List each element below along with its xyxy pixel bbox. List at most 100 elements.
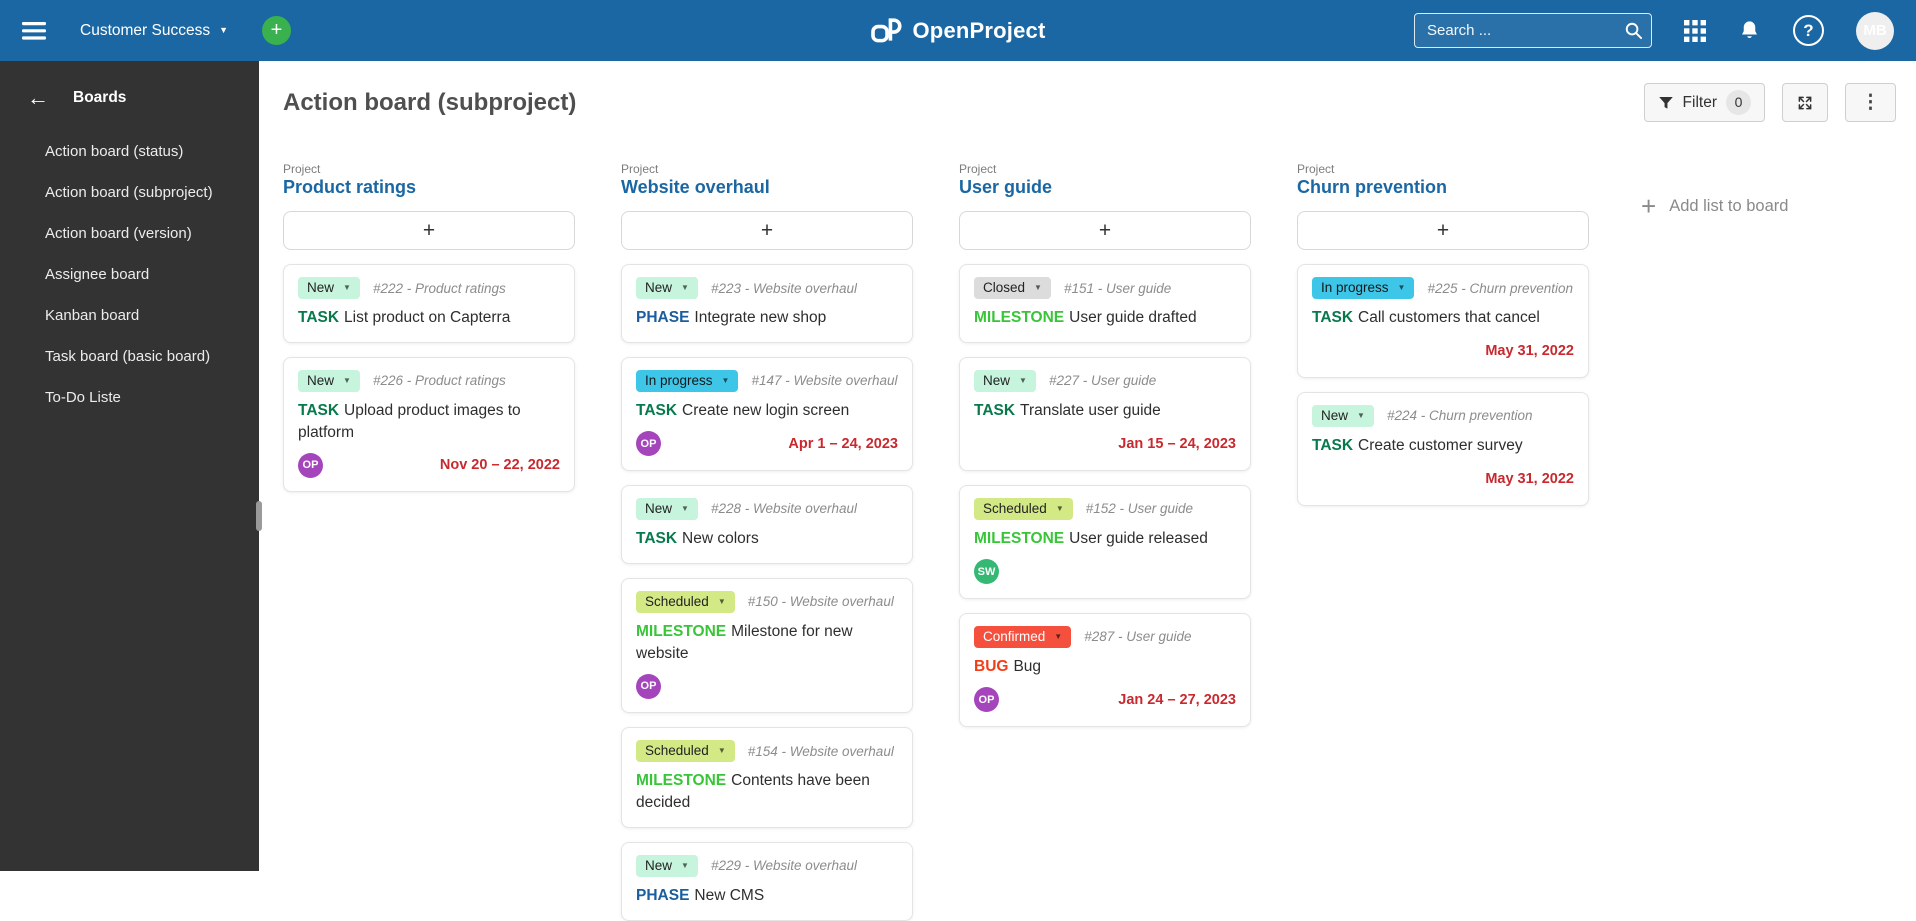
project-selector[interactable]: Customer Success ▼ bbox=[74, 21, 234, 41]
status-chip[interactable]: Confirmed ▼ bbox=[974, 625, 1072, 648]
action-board: Project Product ratings + New ▼ #222 - Produc… bbox=[283, 162, 1896, 921]
work-package-title: New CMS bbox=[694, 886, 765, 904]
chevron-down-icon: ▼ bbox=[717, 746, 726, 756]
status-chip[interactable]: New ▼ bbox=[1312, 404, 1374, 428]
work-package-summary: BUG Bug bbox=[974, 656, 1236, 678]
work-package-card[interactable]: New ▼ #223 - Website overhaul PHASE Integrat… bbox=[621, 264, 913, 343]
card-footer: OP bbox=[636, 673, 898, 699]
work-package-type: TASK bbox=[1312, 437, 1354, 455]
project-selector-label: Customer Success bbox=[80, 21, 211, 39]
add-card-button[interactable]: + bbox=[283, 211, 575, 250]
sidebar-item-kanban-board[interactable]: Kanban board bbox=[45, 307, 140, 324]
work-package-card[interactable]: Closed ▼ #151 - User guide MILESTONE User gu… bbox=[959, 264, 1251, 343]
status-chip[interactable]: Scheduled ▼ bbox=[636, 740, 735, 763]
help-icon[interactable]: ? bbox=[1793, 15, 1824, 46]
work-package-title: Contents have been decided bbox=[636, 772, 870, 812]
card-footer: SW bbox=[974, 559, 1236, 585]
work-package-card[interactable]: New ▼ #226 - Product ratings TASK Upload pro… bbox=[283, 356, 575, 493]
global-add-button[interactable]: + bbox=[262, 16, 291, 45]
status-chip[interactable]: New ▼ bbox=[974, 369, 1036, 393]
more-options-kebab-icon[interactable]: ⋮ bbox=[1845, 83, 1896, 122]
status-label: Closed bbox=[983, 280, 1026, 295]
avatar: SW bbox=[974, 559, 999, 585]
chevron-down-icon: ▼ bbox=[681, 860, 689, 870]
status-chip[interactable]: New ▼ bbox=[636, 854, 698, 877]
column-header: Project User guide bbox=[959, 162, 1251, 198]
work-package-summary: TASK Translate user guide bbox=[974, 400, 1236, 422]
status-chip[interactable]: In progress ▼ bbox=[636, 369, 739, 393]
work-package-summary: TASK New colors bbox=[636, 528, 898, 550]
work-package-summary: TASK Call customers that cancel bbox=[1312, 307, 1574, 329]
modules-grid-icon[interactable] bbox=[1684, 19, 1706, 42]
status-chip[interactable]: In progress ▼ bbox=[1312, 277, 1415, 300]
board-column: Project Website overhaul + New ▼ #223 - Websi… bbox=[621, 162, 913, 921]
status-chip[interactable]: Closed ▼ bbox=[974, 277, 1051, 300]
work-package-card[interactable]: Confirmed ▼ #287 - User guide BUG Bug OP Jan 2… bbox=[959, 612, 1251, 727]
board-toolbar: Filter 0 ⋮ bbox=[1643, 83, 1896, 122]
filter-button[interactable]: Filter 0 bbox=[1643, 83, 1765, 122]
status-chip[interactable]: Scheduled ▼ bbox=[974, 497, 1073, 520]
due-date: Jan 24 – 27, 2023 bbox=[1118, 691, 1236, 708]
user-avatar[interactable]: MB bbox=[1856, 11, 1894, 50]
column-project-link[interactable]: Website overhaul bbox=[621, 177, 770, 197]
work-package-summary: MILESTONE User guide released bbox=[974, 528, 1236, 550]
card-header-row: New ▼ #222 - Product ratings bbox=[298, 277, 560, 300]
chevron-down-icon: ▼ bbox=[1054, 631, 1063, 641]
sidebar-item-todo-liste[interactable]: To-Do Liste bbox=[45, 389, 121, 406]
work-package-card[interactable]: Scheduled ▼ #154 - Website overhaul MILESTO… bbox=[621, 727, 913, 828]
back-arrow-icon[interactable]: ← bbox=[27, 85, 49, 110]
status-chip[interactable]: New ▼ bbox=[636, 497, 698, 520]
work-package-card[interactable]: In progress ▼ #147 - Website overhaul TASK C… bbox=[621, 356, 913, 471]
due-date: Apr 1 – 24, 2023 bbox=[788, 435, 898, 452]
sidebar-item-assignee-board[interactable]: Assignee board bbox=[45, 266, 150, 283]
work-package-card[interactable]: Scheduled ▼ #150 - Website overhaul MILESTO… bbox=[621, 577, 913, 714]
work-package-title: Upload product images to platform bbox=[298, 402, 521, 441]
chevron-down-icon: ▼ bbox=[1357, 410, 1365, 420]
work-package-type: TASK bbox=[636, 402, 678, 420]
status-label: New bbox=[307, 372, 335, 388]
work-package-type: MILESTONE bbox=[974, 529, 1065, 547]
work-package-card[interactable]: Scheduled ▼ #152 - User guide MILESTONE User… bbox=[959, 484, 1251, 599]
card-header-row: New ▼ #224 - Churn prevention bbox=[1312, 404, 1574, 428]
column-project-link[interactable]: User guide bbox=[959, 177, 1053, 197]
work-package-card[interactable]: New ▼ #229 - Website overhaul PHASE New CMS bbox=[621, 841, 913, 921]
card-footer: May 31, 2022 bbox=[1312, 338, 1574, 364]
sidebar-item-action-board-version[interactable]: Action board (version) bbox=[45, 225, 192, 242]
sidebar-item-task-board[interactable]: Task board (basic board) bbox=[45, 348, 211, 365]
add-card-button[interactable]: + bbox=[621, 211, 913, 250]
work-package-card[interactable]: In progress ▼ #225 - Churn prevention TASK C… bbox=[1297, 264, 1589, 378]
sidebar-item-action-board-status[interactable]: Action board (status) bbox=[45, 143, 184, 160]
status-chip[interactable]: New ▼ bbox=[298, 369, 360, 393]
status-chip[interactable]: New ▼ bbox=[636, 277, 698, 300]
status-chip[interactable]: New ▼ bbox=[298, 277, 360, 300]
chevron-down-icon: ▼ bbox=[1034, 283, 1042, 293]
work-package-card[interactable]: New ▼ #227 - User guide TASK Translate user … bbox=[959, 356, 1251, 471]
sidebar-resize-handle[interactable] bbox=[256, 501, 262, 531]
chevron-down-icon: ▼ bbox=[681, 283, 689, 293]
column-header: Project Website overhaul bbox=[621, 162, 913, 198]
chevron-down-icon: ▼ bbox=[681, 503, 689, 513]
status-chip[interactable]: Scheduled ▼ bbox=[636, 590, 735, 613]
search-input[interactable] bbox=[1414, 13, 1652, 48]
fullscreen-button[interactable] bbox=[1782, 83, 1828, 122]
work-package-type: TASK bbox=[298, 402, 340, 420]
top-menu-bar: Customer Success ▼ + OpenProject bbox=[0, 0, 1916, 61]
work-package-summary: TASK List product on Capterra bbox=[298, 307, 560, 329]
add-card-button[interactable]: + bbox=[959, 211, 1251, 250]
work-package-card[interactable]: New ▼ #224 - Churn prevention TASK Create cu… bbox=[1297, 391, 1589, 506]
column-project-link[interactable]: Product ratings bbox=[283, 177, 417, 197]
search-icon[interactable] bbox=[1624, 21, 1643, 40]
status-label: New bbox=[983, 372, 1011, 388]
add-card-button[interactable]: + bbox=[1297, 211, 1589, 250]
add-list-button[interactable]: + Add list to board bbox=[1635, 192, 1794, 220]
work-package-card[interactable]: New ▼ #222 - Product ratings TASK List produ… bbox=[283, 264, 575, 343]
openproject-logo[interactable]: OpenProject bbox=[870, 0, 1045, 61]
notifications-bell-icon[interactable] bbox=[1738, 19, 1761, 42]
work-package-card[interactable]: New ▼ #228 - Website overhaul TASK New color… bbox=[621, 484, 913, 564]
sidebar-item-action-board-subproject[interactable]: Action board (subproject) bbox=[45, 184, 213, 201]
work-package-type: TASK bbox=[974, 402, 1016, 420]
column-project-link[interactable]: Churn prevention bbox=[1297, 177, 1448, 197]
column-kicker: Project bbox=[959, 162, 997, 176]
chevron-down-icon: ▼ bbox=[1397, 283, 1406, 293]
hamburger-menu-icon[interactable] bbox=[22, 21, 46, 40]
